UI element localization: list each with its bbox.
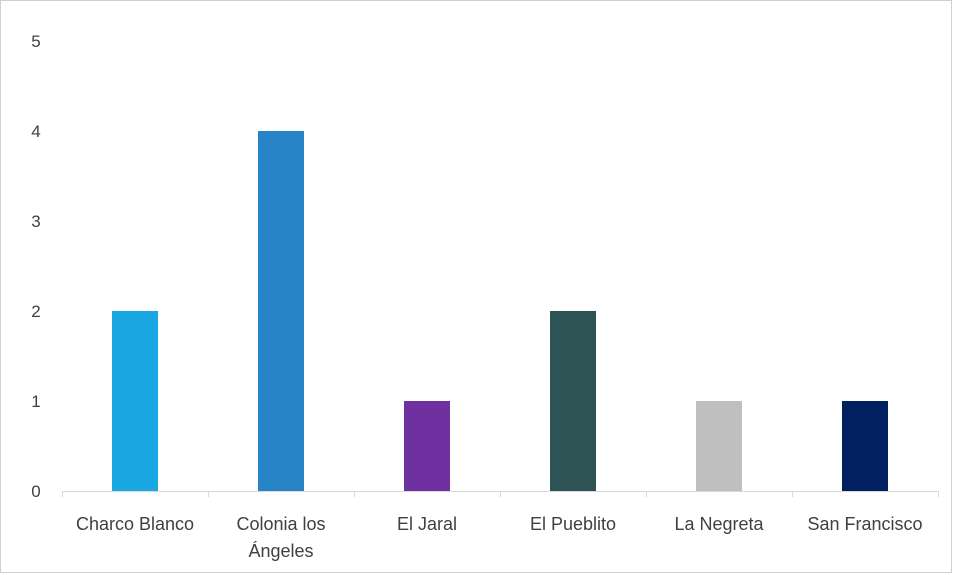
x-axis-tick-labels: Charco Blanco Colonia los Ángeles El Jaral E… (76, 514, 923, 561)
x-axis-tick-marks (62, 491, 939, 497)
bar-el-pueblito (550, 311, 596, 491)
bar-el-jaral (404, 401, 450, 491)
bars (112, 131, 888, 491)
x-tick-label: La Negreta (674, 514, 764, 534)
y-tick-label: 1 (31, 392, 40, 411)
y-tick-label: 4 (31, 122, 40, 141)
bar-colonia-los-ángeles (258, 131, 304, 491)
y-tick-label: 2 (31, 302, 40, 321)
x-tick-label: El Pueblito (530, 514, 616, 534)
bar-charco-blanco (112, 311, 158, 491)
x-tick-label: San Francisco (807, 514, 922, 534)
x-tick-label: Charco Blanco (76, 514, 194, 534)
y-axis-tick-labels: 0 1 2 3 4 5 (31, 32, 40, 501)
bar-la-negreta (696, 401, 742, 491)
x-tick-label: El Jaral (397, 514, 457, 534)
bar-san-francisco (842, 401, 888, 491)
y-tick-label: 3 (31, 212, 40, 231)
y-tick-label: 0 (31, 482, 40, 501)
x-tick-label: Colonia los Ángeles (236, 514, 325, 561)
y-tick-label: 5 (31, 32, 40, 51)
